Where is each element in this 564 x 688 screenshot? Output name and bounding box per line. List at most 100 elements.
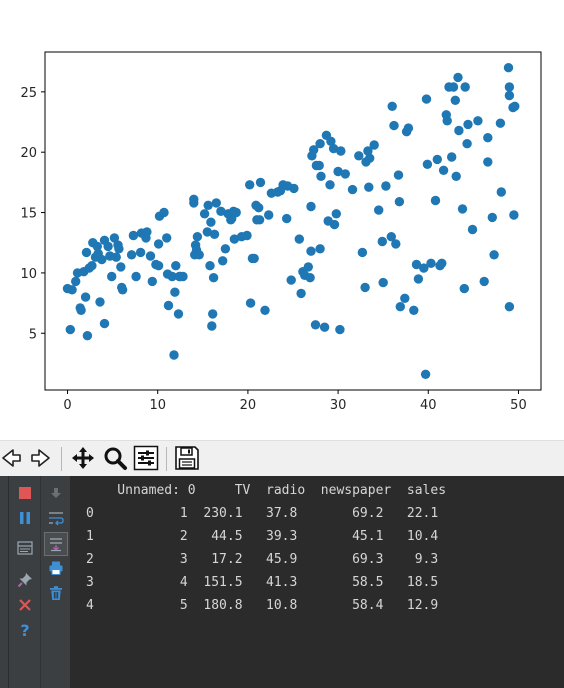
scatter-point [169,350,179,360]
zoom-button[interactable] [101,444,129,472]
axis-ticks: 0 10 20 30 40 50 5 10 15 20 25 [20,86,526,413]
scatter-point [231,207,241,218]
scatter-point [205,261,215,271]
scatter-point [413,274,424,284]
scatter-point [296,288,306,299]
save-figure-button[interactable] [173,444,201,472]
scatter-point [489,250,499,260]
scatter-point [173,309,184,319]
scatter-point [254,215,265,225]
scatter-point [326,136,336,146]
scatter-point [208,273,219,283]
pin-tab-button[interactable] [14,569,36,591]
scatter-point [509,210,519,220]
scatter-point [255,177,266,188]
y-tick-label: 10 [20,267,37,282]
scatter-point [208,309,218,319]
scatter-point [453,72,463,83]
dataframe-header: Unnamed: 0 TV radio newspaper sales [86,483,447,498]
scatter-point [309,145,319,155]
scatter-point [364,182,374,192]
scatter-point [170,287,180,297]
figure-toolbar [0,440,564,477]
stop-button[interactable] [14,482,36,504]
scatter-point [116,262,126,272]
scatter-point [363,146,373,156]
dataframe-row: 1 2 44.5 39.3 45.1 10.4 [86,529,439,544]
configure-subplots-button[interactable] [132,444,160,472]
scatter-point [202,227,212,237]
scatter-point [206,217,216,227]
scatter-point [389,120,399,131]
figure-canvas: 0 10 20 30 40 50 5 10 15 20 25 [20,51,542,413]
console-panel: es [0,476,564,688]
scatter-point [360,282,370,293]
pan-button[interactable] [69,444,97,472]
scatter-point [194,250,204,260]
view-variables-button[interactable] [14,537,36,559]
scatter-point [319,322,330,332]
x-tick-label: 10 [149,398,166,413]
scatter-point [153,261,164,271]
move-icon [72,447,94,469]
scatter-point [305,273,315,283]
scroll-down-button[interactable] [45,482,67,504]
scatter-point [378,277,388,288]
scatter-point [381,181,391,191]
scatter-point [369,140,379,150]
scatter-point [260,305,270,315]
scatter-point [377,236,387,247]
close-button[interactable] [14,594,36,616]
help-button[interactable]: ? [14,619,36,641]
scatter-point [306,201,316,212]
back-button[interactable] [0,444,25,472]
scatter-point [71,276,81,287]
scatter-point [450,95,460,106]
soft-wrap-button[interactable] [45,507,67,529]
scatter-point [457,204,468,214]
scatter-plot: 0 10 20 30 40 50 5 10 15 20 25 [20,51,542,413]
x-tick-label: 30 [330,398,347,413]
svg-text:?: ? [20,622,29,638]
scatter-point [430,195,441,206]
scatter-point [310,320,321,330]
scatter-point [76,305,86,315]
scroll-to-end-button[interactable] [44,532,68,556]
scatter-point [131,271,141,282]
scatter-point [178,271,188,282]
scatter-point [229,234,240,244]
y-tick-label: 5 [29,327,37,342]
sliders-icon [133,445,159,471]
scatter-point [503,62,514,73]
clear-all-button[interactable] [45,582,67,604]
scatter-point [147,276,157,287]
arrow-left-icon [2,449,21,467]
scatter-point [95,297,105,307]
scatter-point [438,165,449,175]
scatter-point [153,239,164,249]
scatter-point [462,139,472,149]
forward-button[interactable] [27,444,55,472]
scatter-point [483,157,493,167]
printer-icon [49,561,63,575]
dataframe-row: 0 1 230.1 37.8 69.2 22.1 [86,506,439,521]
scatter-point [109,233,120,243]
scatter-point [467,224,478,235]
scatter-point [510,101,520,112]
scatter-point [403,123,414,133]
scatter-point [395,302,405,312]
scatter-point [171,261,181,271]
scatter-point [314,160,324,171]
magnifier-icon [104,447,127,470]
scatter-point [211,198,221,208]
console-output[interactable]: Unnamed: 0 TV radio newspaper sales 0 1 … [70,476,564,688]
scatter-point [107,271,117,282]
pause-button[interactable] [14,507,36,529]
print-button[interactable] [45,557,67,579]
scatter-point [303,262,313,272]
scatter-point [426,258,436,268]
scatter-point [315,139,325,149]
scatter-point [111,252,121,262]
scatter-point [209,229,220,239]
scatter-point [192,232,203,242]
